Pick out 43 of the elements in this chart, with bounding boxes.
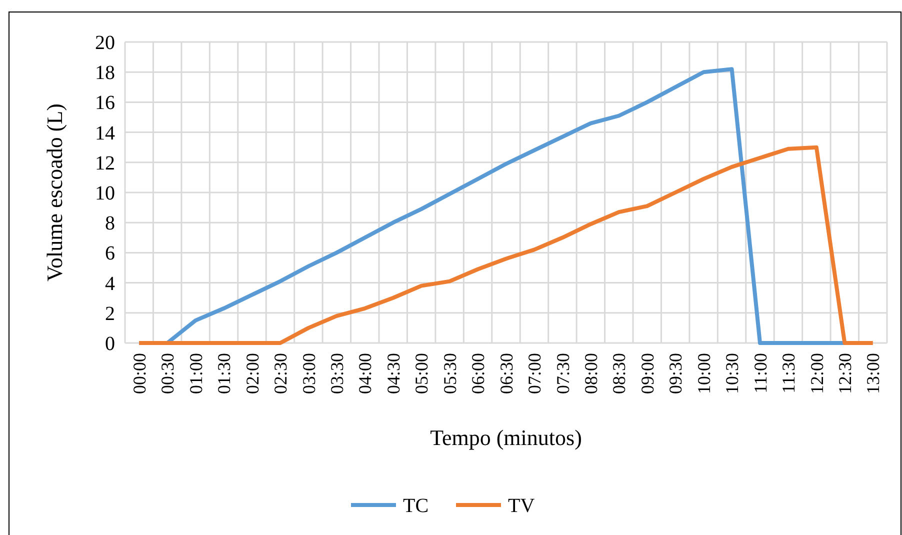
- line-series: [137, 145, 875, 345]
- x-tick-label: 02:00: [242, 353, 262, 394]
- y-tick-label: 18: [95, 62, 115, 84]
- x-tick-label: 05:00: [412, 353, 432, 394]
- x-tick-label: 04:00: [355, 353, 376, 394]
- x-tick-label: 03:00: [298, 353, 319, 394]
- y-tick-label: 20: [95, 32, 115, 54]
- x-axis-title: Tempo (minutos): [430, 425, 582, 450]
- y-tick-label: 10: [95, 182, 115, 204]
- x-tick-label: 08:30: [609, 353, 630, 394]
- x-tick-label: 03:30: [326, 353, 347, 394]
- x-tick-label: 11:00: [750, 353, 770, 394]
- x-tick-label: 13:00: [863, 353, 884, 394]
- x-tick-label: 12:00: [806, 353, 827, 394]
- x-tick-label: 04:30: [383, 353, 404, 394]
- legend-label: TC: [403, 495, 429, 517]
- x-tick-label: 09:00: [637, 353, 658, 394]
- y-axis-title: Volume escoado (L): [42, 104, 67, 282]
- x-tick-label: 12:30: [834, 353, 855, 394]
- x-tick-label: 10:30: [722, 353, 742, 394]
- x-tick-label: 08:00: [580, 353, 601, 394]
- y-tick-label: 6: [105, 242, 115, 265]
- y-tick-label: 12: [95, 152, 115, 174]
- y-tick-label: 2: [105, 302, 115, 325]
- x-tick-label: 05:30: [440, 353, 460, 394]
- x-tick-label: 00:00: [129, 353, 150, 394]
- y-tick-label: 8: [105, 212, 115, 235]
- x-tick-label: 10:00: [694, 353, 714, 394]
- x-tick-label: 02:30: [270, 353, 291, 394]
- legend-label: TV: [508, 495, 536, 517]
- x-tick-label: 06:30: [496, 353, 516, 394]
- y-tick-label: 14: [95, 122, 115, 144]
- x-tick-label: 01:30: [214, 353, 234, 394]
- x-tick-label: 06:00: [468, 353, 488, 394]
- x-tick-label: 00:30: [158, 353, 178, 394]
- x-tick-label: 07:00: [524, 353, 545, 394]
- x-tick-label: 07:30: [552, 353, 573, 394]
- y-tick-label: 16: [95, 92, 115, 114]
- x-tick-label: 09:30: [666, 353, 686, 394]
- x-tick-label: 11:30: [778, 353, 799, 394]
- x-tick-label: 01:00: [186, 353, 206, 394]
- y-tick-label: 0: [105, 333, 115, 355]
- y-tick-label: 4: [105, 272, 115, 295]
